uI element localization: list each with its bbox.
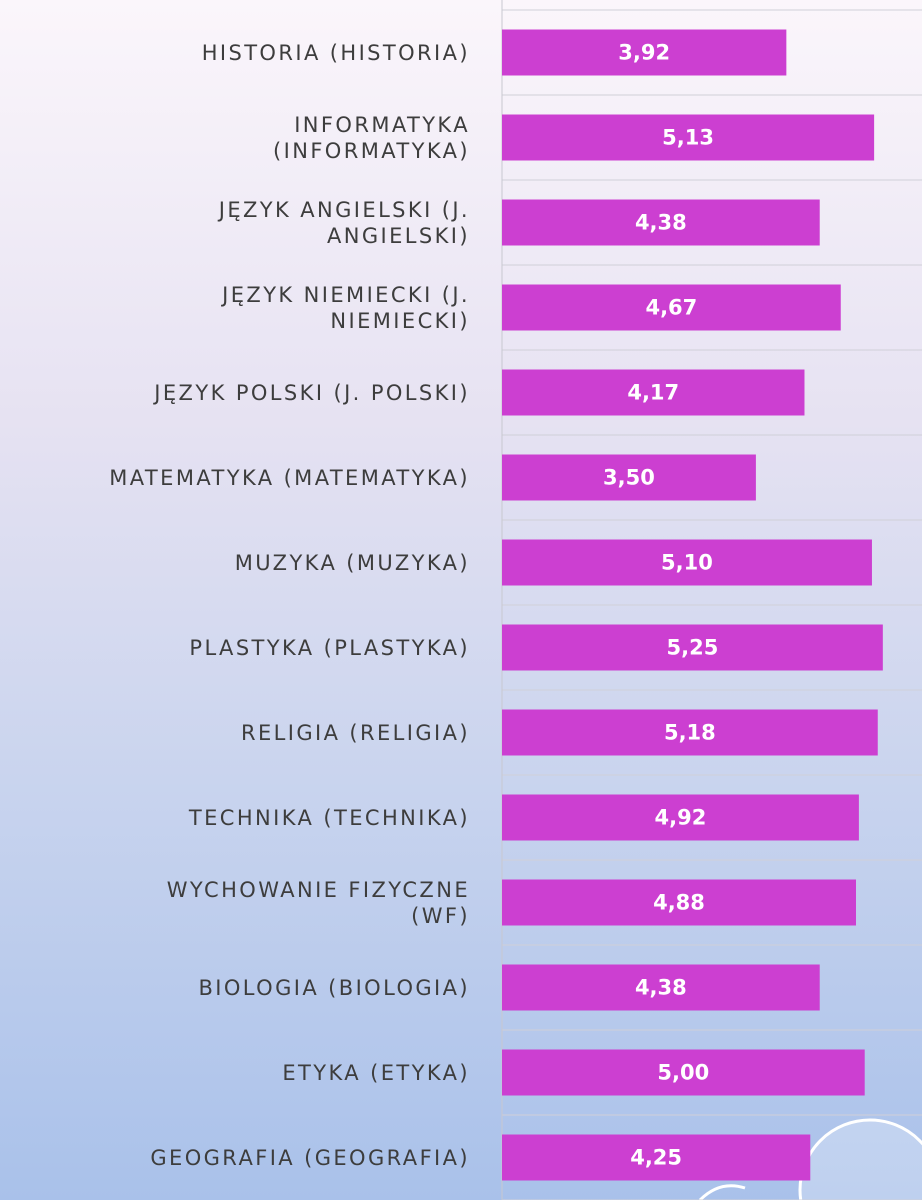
category-label: INFORMATYKA (INFORMATYKA) (273, 112, 470, 163)
bar (502, 709, 878, 756)
bar (502, 369, 805, 416)
bar (502, 284, 841, 331)
value-label: 5,10 (661, 551, 713, 575)
value-label: 3,92 (618, 41, 670, 65)
bar (502, 114, 875, 161)
value-label: 5,13 (662, 126, 714, 150)
bubble-decoration (698, 1184, 746, 1200)
category-label: TECHNIKA (TECHNIKA) (188, 805, 470, 830)
value-label: 4,25 (630, 1146, 682, 1170)
bar (502, 1134, 811, 1181)
category-label: HISTORIA (HISTORIA) (201, 40, 470, 65)
category-label: RELIGIA (RELIGIA) (240, 720, 470, 745)
value-label: 4,38 (635, 211, 687, 235)
bar (502, 29, 787, 76)
category-label: JĘZYK ANGIELSKI (J. ANGIELSKI) (218, 197, 470, 248)
value-label: 4,38 (635, 976, 687, 1000)
category-label: WYCHOWANIE FIZYCZNE (WF) (166, 877, 470, 928)
value-label: 4,67 (645, 296, 697, 320)
category-label: BIOLOGIA (BIOLOGIA) (198, 975, 470, 1000)
value-label: 5,25 (667, 636, 719, 660)
bar (502, 454, 756, 501)
category-label: MUZYKA (MUZYKA) (234, 550, 470, 575)
value-label: 4,17 (627, 381, 679, 405)
category-label: GEOGRAFIA (GEOGRAFIA) (150, 1145, 470, 1170)
bar (502, 624, 883, 671)
category-label: PLASTYKA (PLASTYKA) (189, 635, 470, 660)
value-label: 5,00 (657, 1061, 709, 1085)
bar (502, 879, 856, 926)
bar (502, 1049, 865, 1096)
value-label: 4,92 (655, 806, 707, 830)
value-label: 5,18 (664, 721, 716, 745)
bar (502, 199, 820, 246)
category-label: JĘZYK POLSKI (J. POLSKI) (154, 380, 470, 405)
value-label: 3,50 (603, 466, 655, 490)
value-label: 4,88 (653, 891, 705, 915)
bar (502, 964, 820, 1011)
bar (502, 794, 859, 841)
bubble-decoration (798, 1118, 922, 1200)
category-label: MATEMATYKA (MATEMATYKA) (109, 465, 470, 490)
category-label: JĘZYK NIEMIECKI (J. NIEMIECKI) (222, 282, 470, 333)
category-label: ETYKA (ETYKA) (282, 1060, 470, 1085)
bar (502, 539, 872, 586)
